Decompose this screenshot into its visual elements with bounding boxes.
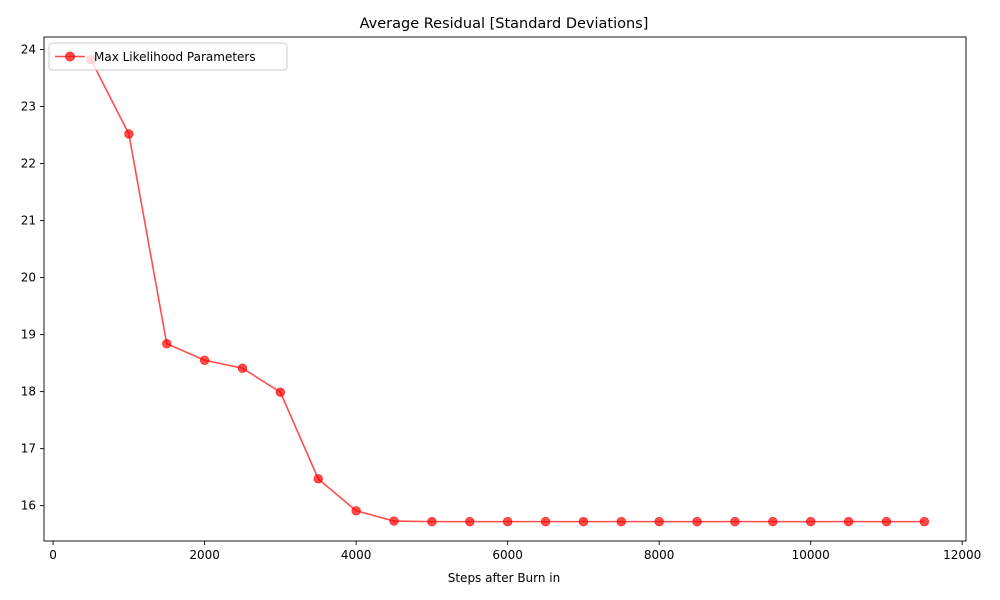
series-line (90, 59, 925, 523)
data-point (502, 516, 513, 527)
data-point (730, 516, 740, 527)
data-point (805, 516, 816, 527)
x-tick-label: 12000 (943, 548, 981, 562)
y-tick-label: 22 (21, 157, 36, 171)
y-tick-label: 21 (21, 214, 36, 228)
y-tick-label: 23 (21, 100, 36, 114)
data-point (843, 516, 854, 527)
legend-label: Max Likelihood Parameters (94, 50, 256, 64)
y-tick-label: 24 (21, 43, 36, 57)
data-point (768, 516, 778, 527)
data-point (275, 387, 286, 397)
y-tick-label: 18 (21, 385, 36, 399)
y-tick-label: 17 (21, 442, 36, 456)
y-tick-label: 20 (21, 271, 36, 285)
legend-box (48, 42, 288, 71)
x-tick-label: 8000 (644, 548, 675, 562)
axes: 0 2000 4000 6000 8000 10000 12000 16 17 18 19 20 21 2… (21, 36, 981, 562)
data-point (692, 516, 702, 527)
data-point (465, 516, 475, 527)
x-tick-label: 4000 (341, 548, 372, 562)
y-tick-label: 19 (21, 328, 36, 342)
chart-title: Average Residual [Standard Deviations] (360, 16, 649, 32)
data-point (578, 516, 589, 527)
x-tick-label: 10000 (792, 548, 830, 562)
legend-marker-swatch (65, 51, 75, 62)
legend: Max Likelihood Parameters (48, 42, 288, 71)
data-point (351, 506, 361, 516)
data-point (540, 516, 551, 527)
data-point (199, 355, 210, 365)
data-point (124, 129, 134, 139)
plot-frame (43, 36, 967, 542)
data-point (654, 516, 664, 527)
data-point (919, 516, 930, 527)
data-point (237, 363, 248, 373)
x-tick-label: 6000 (492, 548, 523, 562)
x-tick-label: 2000 (189, 548, 220, 562)
x-axis-label: Steps after Burn in (448, 571, 561, 585)
x-tick-label: 0 (49, 548, 57, 562)
data-point (313, 474, 323, 484)
data-point (616, 516, 626, 527)
data-point (389, 516, 399, 526)
data-point (881, 516, 892, 527)
plot-area (86, 55, 930, 527)
y-tick-label: 16 (21, 499, 36, 513)
data-point (162, 339, 172, 349)
data-point (427, 516, 437, 527)
